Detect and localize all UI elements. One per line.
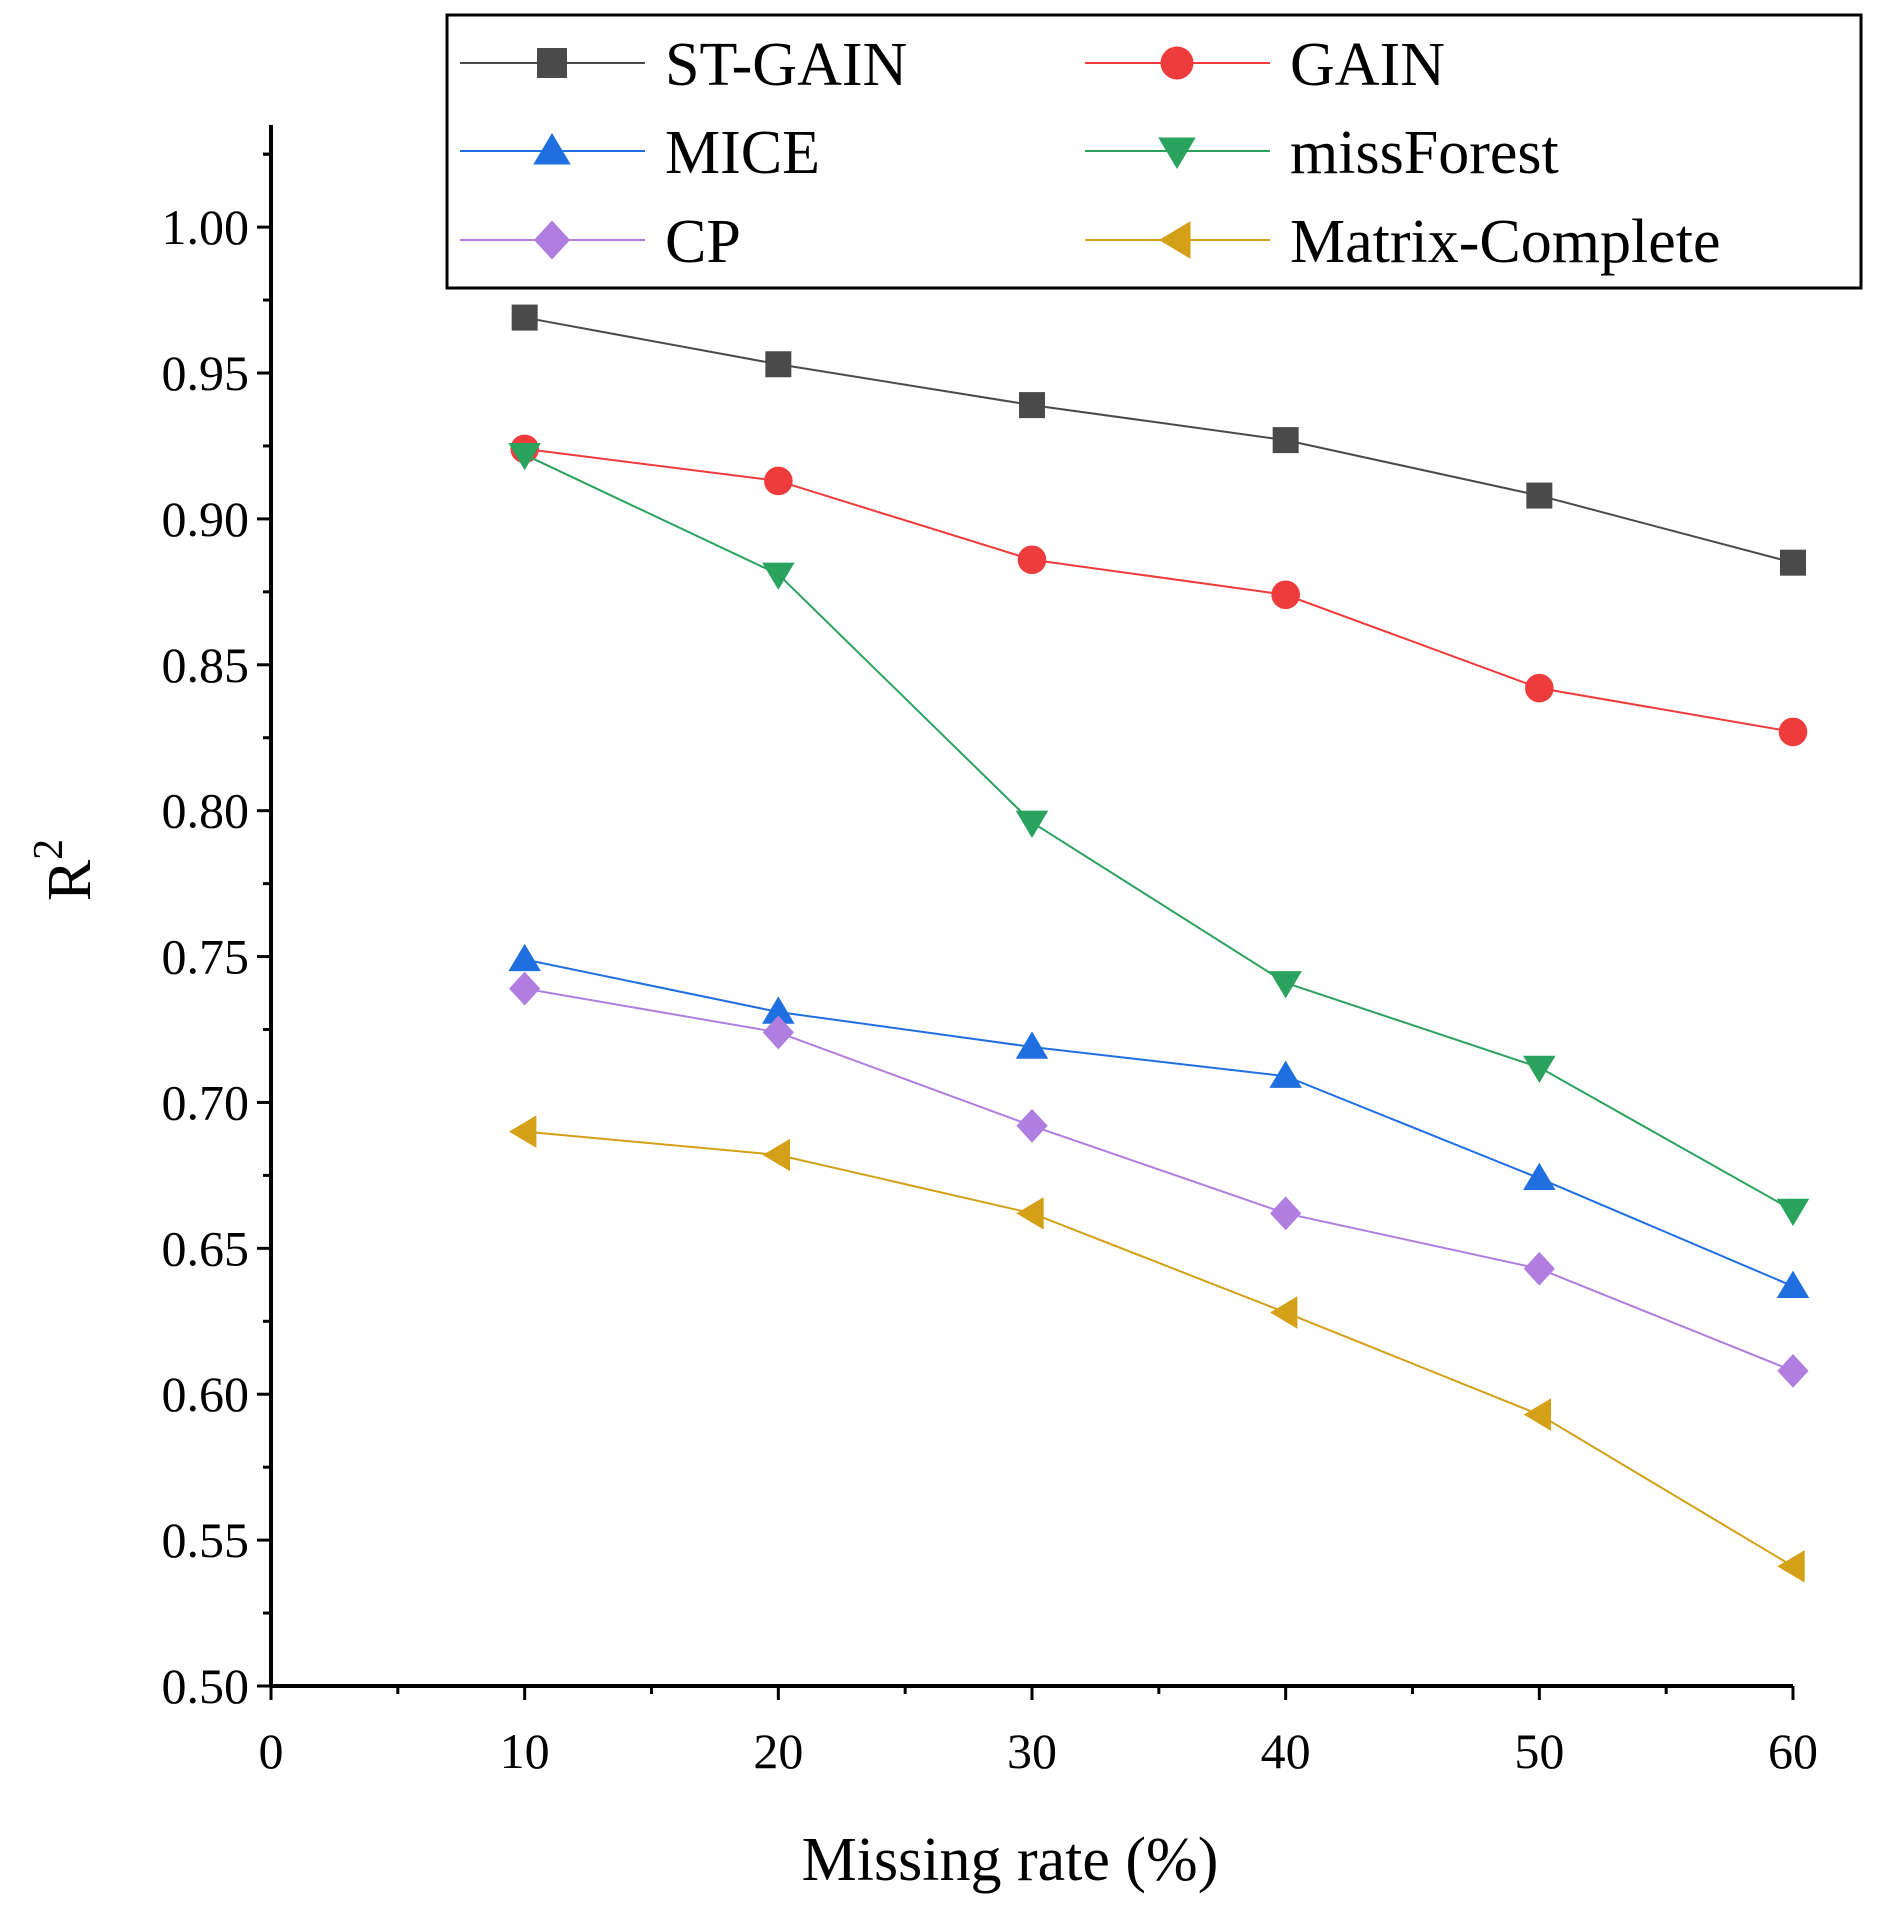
series-matrix-complete xyxy=(509,1115,1805,1583)
x-tick-label: 50 xyxy=(1514,1723,1564,1779)
legend-marker-gain xyxy=(1160,46,1194,80)
data-point-missforest xyxy=(1015,810,1049,838)
series-line-matrix-complete xyxy=(524,1130,1794,1568)
data-point-mice xyxy=(1776,1270,1810,1298)
data-point-st-gain xyxy=(511,304,538,331)
data-point-missforest xyxy=(508,443,541,471)
x-tick-label: 10 xyxy=(500,1723,550,1779)
series-line-missforest xyxy=(524,453,1794,1212)
data-point-mice xyxy=(1015,1031,1049,1059)
x-tick-label: 0 xyxy=(259,1723,284,1779)
legend-label-gain: GAIN xyxy=(1290,31,1445,99)
data-point-mice xyxy=(1523,1162,1556,1191)
y-tick-label: 0.80 xyxy=(162,783,250,839)
data-point-gain xyxy=(1525,673,1554,703)
y-tick-label: 0.50 xyxy=(162,1658,250,1714)
data-point-gain xyxy=(1017,545,1047,575)
x-tick-label: 30 xyxy=(1007,1723,1057,1779)
x-tick-label: 40 xyxy=(1261,1723,1311,1779)
legend-marker-missforest xyxy=(1158,137,1196,169)
series-line-mice xyxy=(524,958,1794,1288)
data-point-cp xyxy=(1016,1108,1048,1143)
legend-label-mice: MICE xyxy=(665,119,820,187)
legend-label-missforest: missForest xyxy=(1290,119,1559,187)
data-point-gain xyxy=(764,466,793,496)
series-line-gain xyxy=(524,447,1794,733)
legend-marker-mice xyxy=(533,133,571,165)
series-cp xyxy=(509,971,1809,1388)
series-mice xyxy=(508,943,1810,1298)
series-line-st-gain xyxy=(524,316,1794,564)
data-point-missforest xyxy=(762,562,795,590)
legend-item-cp: CP xyxy=(460,208,741,276)
series-gain xyxy=(510,434,1808,747)
x-tick-label: 60 xyxy=(1768,1723,1818,1779)
data-point-gain xyxy=(1778,717,1808,747)
data-point-missforest xyxy=(1269,971,1302,999)
data-point-matrix-complete xyxy=(1777,1550,1805,1583)
data-point-mice xyxy=(762,996,795,1024)
series-group xyxy=(508,304,1810,1583)
y-tick-label: 0.60 xyxy=(162,1366,250,1422)
legend-label-cp: CP xyxy=(665,208,741,276)
data-point-matrix-complete xyxy=(509,1115,537,1148)
data-point-matrix-complete xyxy=(1523,1398,1552,1431)
series-st-gain xyxy=(511,304,1806,576)
data-point-cp xyxy=(762,1015,794,1050)
legend-marker-st-gain xyxy=(537,48,567,78)
y-axis-title-base: R xyxy=(36,859,104,901)
data-point-gain xyxy=(1271,580,1300,610)
legend-marker-cp xyxy=(534,220,570,260)
data-point-st-gain xyxy=(1272,427,1299,454)
data-point-cp xyxy=(1523,1251,1555,1286)
data-point-cp xyxy=(1270,1196,1302,1231)
legend-item-matrix-complete: Matrix-Complete xyxy=(1085,208,1720,276)
y-tick-label: 0.70 xyxy=(162,1074,250,1130)
y-axis-title: R2 xyxy=(26,839,104,901)
data-point-missforest xyxy=(1776,1198,1810,1227)
series-missforest xyxy=(508,443,1810,1227)
data-point-mice xyxy=(508,943,541,972)
data-point-st-gain xyxy=(1780,549,1806,576)
legend-item-missforest: missForest xyxy=(1085,119,1559,187)
y-tick-label: 0.85 xyxy=(162,637,250,693)
data-point-st-gain xyxy=(1526,482,1553,509)
series-line-cp xyxy=(524,987,1794,1372)
y-tick-label: 0.95 xyxy=(162,345,250,401)
data-point-cp xyxy=(509,971,541,1006)
legend-item-st-gain: ST-GAIN xyxy=(460,31,907,99)
x-axis-title: Missing rate (%) xyxy=(802,1826,1219,1894)
data-point-missforest xyxy=(1523,1055,1556,1084)
data-point-st-gain xyxy=(1019,392,1045,419)
legend-label-st-gain: ST-GAIN xyxy=(665,31,907,99)
data-point-matrix-complete xyxy=(1270,1296,1298,1329)
legend-item-mice: MICE xyxy=(460,119,820,187)
data-point-st-gain xyxy=(765,351,792,378)
y-tick-label: 1.00 xyxy=(162,199,250,255)
legend-marker-matrix-complete xyxy=(1159,221,1191,259)
y-tick-label: 0.90 xyxy=(162,491,250,547)
y-tick-label: 0.65 xyxy=(162,1220,250,1276)
data-point-mice xyxy=(1269,1060,1302,1088)
y-tick-label: 0.55 xyxy=(162,1512,250,1568)
x-tick-label: 20 xyxy=(753,1723,803,1779)
axes: 0.50 0.55 0.60 0.65 0.70 0.75 0.80 0.85 0.90 0.95… xyxy=(162,125,1818,1779)
y-tick-label: 0.75 xyxy=(162,929,250,985)
data-point-matrix-complete xyxy=(762,1138,791,1172)
legend-item-gain: GAIN xyxy=(1085,31,1445,99)
data-point-matrix-complete xyxy=(1016,1197,1044,1230)
legend-label-matrix-complete: Matrix-Complete xyxy=(1290,208,1720,276)
legend: ST-GAIN GAIN MICE missForest CP Matrix-Comple… xyxy=(445,13,1863,290)
data-point-cp xyxy=(1777,1353,1809,1388)
y-axis-title-superscript: 2 xyxy=(26,839,72,860)
